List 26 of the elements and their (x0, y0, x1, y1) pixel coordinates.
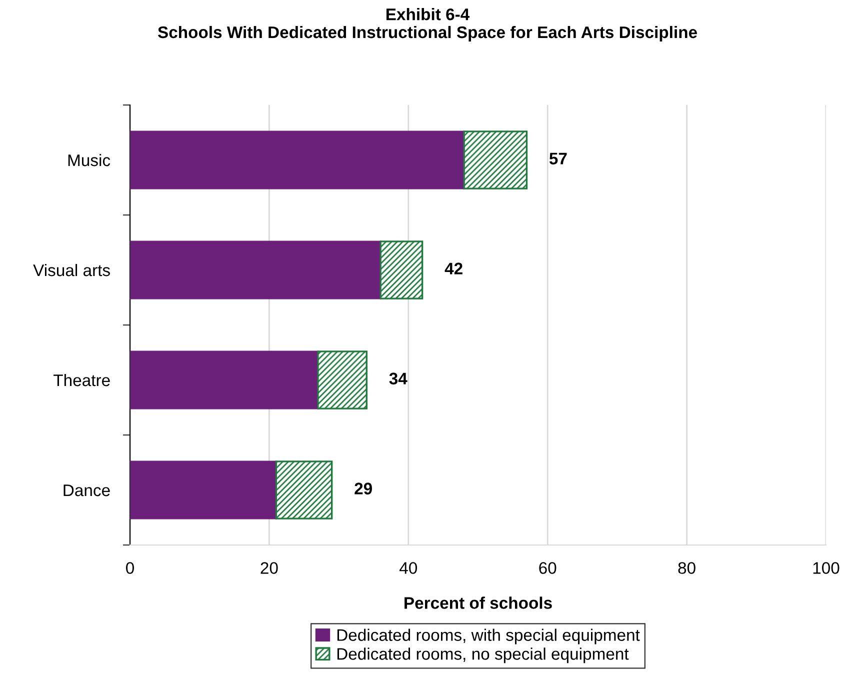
x-tick-label: 80 (678, 562, 696, 574)
x-tick-label: 0 (126, 562, 134, 574)
total-label: 42 (444, 262, 462, 274)
x-axis-title: Percent of schools (404, 596, 552, 609)
bar (130, 130, 465, 190)
legend-label: Dedicated rooms, no special equipment (337, 648, 629, 664)
y-tick-label: Visual arts (33, 264, 110, 276)
bar (130, 460, 277, 520)
bar (275, 460, 333, 520)
total-label: 34 (389, 372, 408, 384)
x-tick-label: 20 (260, 562, 278, 574)
y-tick-label: Theatre (54, 374, 110, 386)
bar (130, 240, 382, 300)
legend-label: Dedicated rooms, with special equipment (337, 628, 640, 644)
x-tick-label: 100 (813, 562, 840, 574)
x-tick-label: 40 (400, 562, 418, 574)
total-label: 57 (549, 152, 567, 164)
y-tick-label: Dance (64, 484, 110, 496)
total-label: 29 (354, 482, 372, 494)
y-tick-label: Music (68, 154, 110, 166)
bar (380, 240, 424, 300)
bar (317, 350, 368, 410)
bar (463, 130, 528, 190)
bar (130, 350, 319, 410)
x-tick-label: 60 (539, 562, 556, 574)
chart-title: Exhibit 6-4 Schools With Dedicated Instructional Space for Each Arts Discipline (158, 8, 697, 42)
